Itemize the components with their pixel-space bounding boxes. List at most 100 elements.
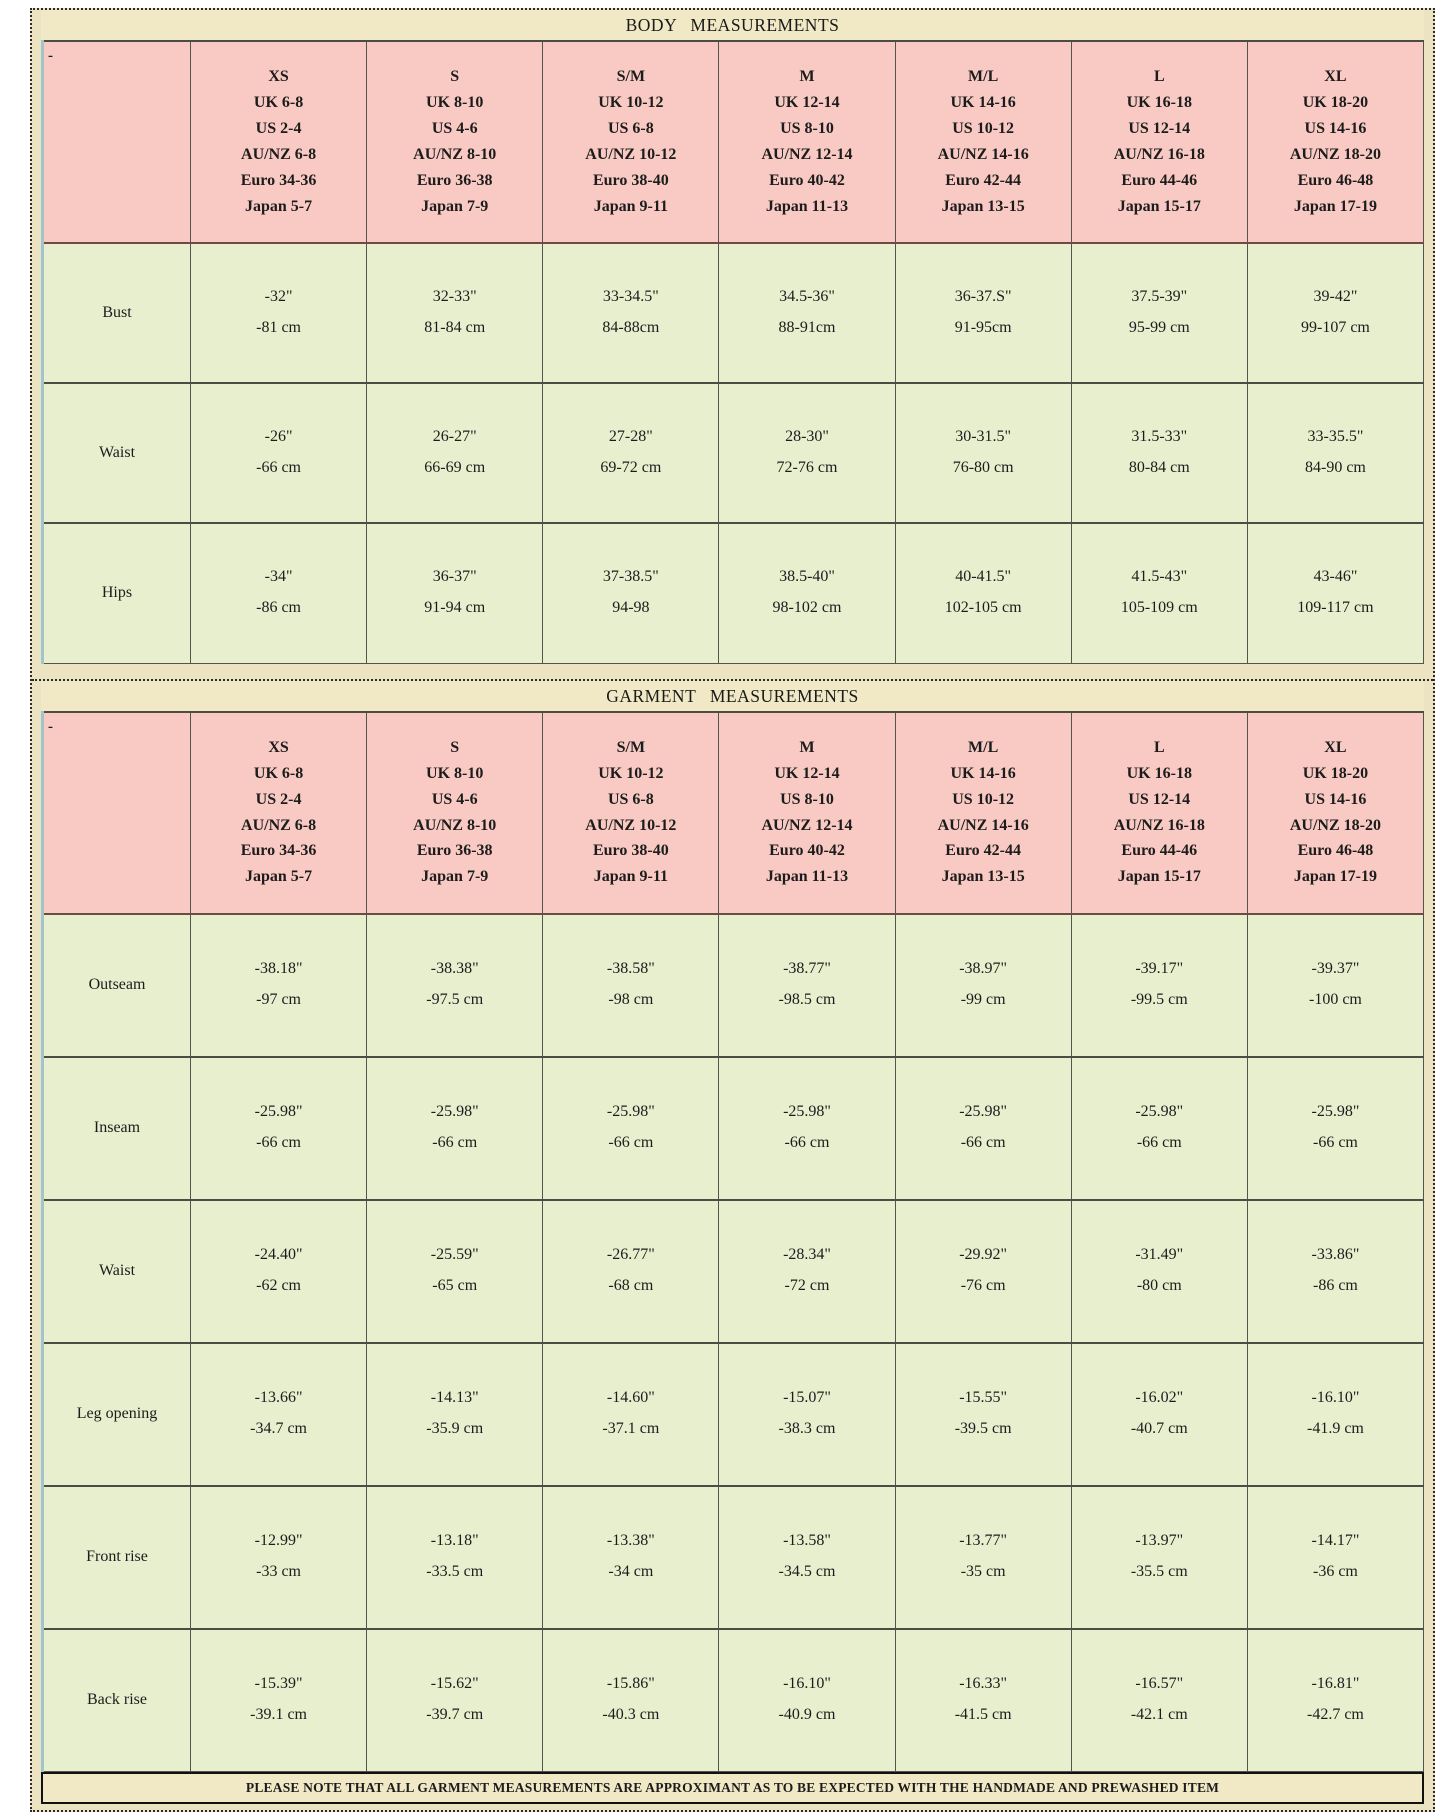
inch-value: -38.97" bbox=[959, 960, 1008, 978]
measurement-cell: -33.86" -86 cm bbox=[1246, 1198, 1425, 1343]
size-name: XL bbox=[1324, 738, 1347, 756]
size-column-header: XL UK 18-20 US 14-16 AU/NZ 18-20 Euro 46-48 J… bbox=[1246, 40, 1425, 244]
cm-value: -100 cm bbox=[1308, 991, 1362, 1008]
inch-value: 37.5-39" bbox=[1131, 288, 1188, 306]
inch-value: -25.98" bbox=[606, 1103, 655, 1121]
measurement-cell: -38.18" -97 cm bbox=[189, 912, 368, 1057]
measurement-cell: -38.77" -98.5 cm bbox=[718, 912, 896, 1057]
cm-value: 94-98 bbox=[612, 599, 650, 617]
cm-value: -86 cm bbox=[256, 599, 301, 617]
measurement-cell: -38.38" -97.5 cm bbox=[366, 912, 544, 1057]
cm-value: -72 cm bbox=[784, 1277, 830, 1294]
measurement-cell: 31.5-33" 80-84 cm bbox=[1070, 382, 1248, 524]
measurement-cell: 27-28" 69-72 cm bbox=[542, 382, 720, 524]
size-aunz: AU/NZ 14-16 bbox=[937, 146, 1029, 163]
size-name: L bbox=[1153, 68, 1165, 86]
cm-value: -66 cm bbox=[960, 1134, 1006, 1151]
measurement-cell: -26.77" -68 cm bbox=[542, 1198, 720, 1343]
cm-value: -66 cm bbox=[1312, 1134, 1358, 1151]
cm-value: 76-80 cm bbox=[952, 459, 1014, 476]
inch-value: -16.57" bbox=[1135, 1675, 1184, 1693]
size-column-header: XL UK 18-20 US 14-16 AU/NZ 18-20 Euro 46-48 J… bbox=[1246, 710, 1425, 915]
measurement-cell: -15.86" -40.3 cm bbox=[542, 1627, 720, 1772]
measurement-cell: -13.97" -35.5 cm bbox=[1070, 1484, 1248, 1629]
size-japan: Japan 13-15 bbox=[941, 868, 1025, 886]
measurement-cell: 38.5-40" 98-102 cm bbox=[718, 522, 896, 664]
size-column-header: L UK 16-18 US 12-14 AU/NZ 16-18 Euro 44-46 Ja… bbox=[1070, 710, 1248, 915]
inch-value: -25.98" bbox=[1311, 1103, 1360, 1121]
measurement-cell: 43-46" 109-117 cm bbox=[1246, 522, 1425, 664]
inch-value: -15.07" bbox=[783, 1389, 831, 1407]
cm-value: -66 cm bbox=[256, 1134, 301, 1151]
cm-value: 72-76 cm bbox=[776, 459, 838, 476]
size-column-header: L UK 16-18 US 12-14 AU/NZ 16-18 Euro 44-46 Ja… bbox=[1070, 40, 1248, 244]
size-aunz: AU/NZ 16-18 bbox=[1113, 816, 1205, 834]
inch-value: 30-31.5" bbox=[955, 428, 1012, 446]
measurement-cell: 33-34.5" 84-88cm bbox=[542, 242, 720, 384]
size-aunz: AU/NZ 12-14 bbox=[761, 146, 853, 163]
measurement-cell: -25.98" -66 cm bbox=[189, 1055, 368, 1200]
size-us: US 14-16 bbox=[1304, 120, 1367, 138]
corner-cell: - bbox=[42, 710, 191, 915]
inch-value: 33-35.5" bbox=[1307, 428, 1364, 446]
corner-cell: - bbox=[42, 40, 191, 244]
size-japan: Japan 9-11 bbox=[593, 197, 668, 215]
cm-value: -34 cm bbox=[608, 1563, 654, 1580]
size-uk: UK 12-14 bbox=[774, 764, 840, 782]
size-us: US 2-4 bbox=[255, 120, 302, 138]
cm-value: -40.9 cm bbox=[778, 1706, 836, 1724]
size-aunz: AU/NZ 18-20 bbox=[1289, 816, 1381, 834]
garment-measurements-table: - XS UK 6-8 US 2-4 AU/NZ 6-8 Euro 34-36 Japan … bbox=[41, 710, 1425, 1772]
measurement-cell: -13.77" -35 cm bbox=[894, 1484, 1072, 1629]
measurement-row: Back rise -15.39" -39.1 cm -15.62" -39.7 cm -… bbox=[42, 1627, 1425, 1772]
inch-value: -16.33" bbox=[959, 1675, 1008, 1693]
measurement-cell: -25.98" -66 cm bbox=[1070, 1055, 1248, 1200]
cm-value: -62 cm bbox=[256, 1277, 301, 1294]
size-aunz: AU/NZ 18-20 bbox=[1289, 146, 1381, 163]
measurement-cell: -31.49" -80 cm bbox=[1070, 1198, 1248, 1343]
cm-value: -39.1 cm bbox=[250, 1706, 307, 1724]
cm-value: -66 cm bbox=[256, 459, 301, 476]
cm-value: -65 cm bbox=[432, 1277, 478, 1294]
size-uk: UK 8-10 bbox=[426, 94, 484, 112]
size-euro: Euro 42-44 bbox=[945, 842, 1021, 860]
size-uk: UK 10-12 bbox=[598, 94, 664, 112]
size-column-header: S/M UK 10-12 US 6-8 AU/NZ 10-12 Euro 38-40 Ja… bbox=[542, 40, 720, 244]
inch-value: 28-30" bbox=[785, 428, 829, 446]
cm-value: -81 cm bbox=[256, 319, 301, 336]
size-japan: Japan 11-13 bbox=[765, 868, 849, 886]
measurement-cell: 37-38.5" 94-98 bbox=[542, 522, 720, 664]
measurement-row: Bust -32" -81 cm 32-33" 81-84 cm 33-34.5" 84-8… bbox=[42, 242, 1425, 384]
size-header-row: - XS UK 6-8 US 2-4 AU/NZ 6-8 Euro 34-36 Japan … bbox=[42, 40, 1425, 244]
size-euro: Euro 46-48 bbox=[1297, 842, 1374, 860]
size-us: US 4-6 bbox=[431, 120, 478, 138]
inch-value: -16.02" bbox=[1135, 1389, 1184, 1407]
body-measurements-title: BODY MEASUREMENTS bbox=[41, 10, 1424, 40]
cm-value: 80-84 cm bbox=[1128, 459, 1190, 476]
measurement-cell: -13.58" -34.5 cm bbox=[718, 1484, 896, 1629]
size-aunz: AU/NZ 14-16 bbox=[937, 816, 1029, 834]
inch-value: -16.10" bbox=[783, 1675, 831, 1693]
measurement-cell: 36-37" 91-94 cm bbox=[366, 522, 544, 664]
size-us: US 12-14 bbox=[1128, 120, 1191, 138]
inch-value: -14.13" bbox=[430, 1389, 479, 1407]
size-euro: Euro 38-40 bbox=[592, 842, 669, 860]
inch-value: -13.18" bbox=[430, 1532, 479, 1550]
inch-value: -15.39" bbox=[254, 1675, 303, 1693]
cm-value: 102-105 cm bbox=[944, 599, 1022, 617]
size-uk: UK 18-20 bbox=[1302, 94, 1369, 112]
size-us: US 10-12 bbox=[952, 790, 1015, 808]
measurement-cell: -13.66" -34.7 cm bbox=[189, 1341, 368, 1486]
size-japan: Japan 11-13 bbox=[765, 197, 849, 215]
cm-value: 91-94 cm bbox=[424, 599, 486, 617]
measurement-cell: -39.17" -99.5 cm bbox=[1070, 912, 1248, 1057]
inch-value: -28.34" bbox=[783, 1246, 831, 1264]
inch-value: -25.98" bbox=[1135, 1103, 1184, 1121]
measurement-cell: 39-42" 99-107 cm bbox=[1246, 242, 1425, 384]
inch-value: -25.98" bbox=[783, 1103, 831, 1121]
cm-value: -34.7 cm bbox=[250, 1420, 307, 1437]
size-name: M bbox=[799, 68, 815, 86]
corner-dash: - bbox=[48, 48, 53, 64]
size-uk: UK 10-12 bbox=[598, 764, 664, 782]
inch-value: -16.10" bbox=[1311, 1389, 1360, 1407]
